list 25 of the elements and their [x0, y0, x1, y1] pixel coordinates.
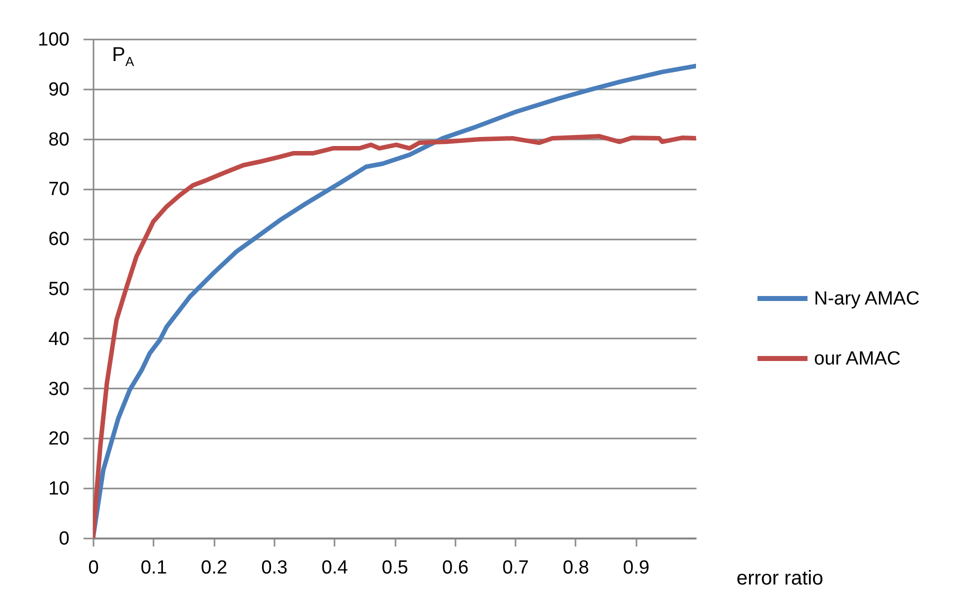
legend-label: our AMAC — [814, 348, 901, 370]
y-tick-label: 90 — [48, 79, 70, 100]
y-tick-label: 100 — [38, 30, 70, 50]
x-tick-label: 0.3 — [261, 558, 288, 578]
y-tick-label: 60 — [48, 229, 70, 250]
x-tick-label: 0.7 — [502, 558, 529, 578]
y-tick-label: 10 — [48, 478, 70, 500]
x-tick-label: 0.9 — [622, 558, 650, 578]
y-tick-label: 30 — [48, 378, 70, 400]
x-tick-label: 0.8 — [562, 558, 590, 578]
x-tick-label: 0 — [88, 558, 99, 578]
x-tick-label: 0.5 — [382, 558, 408, 578]
legend-label: N-ary AMAC — [814, 288, 920, 310]
x-tick-label: 0.1 — [140, 558, 168, 578]
x-tick-label: 0.6 — [442, 558, 469, 578]
x-tick-label: 0.2 — [200, 558, 228, 578]
y-axis-title: P$_{A}$ — [112, 44, 142, 73]
y-tick-label: 50 — [48, 279, 70, 300]
y-tick-label: 40 — [48, 328, 70, 350]
y-tick-label: 70 — [48, 179, 70, 200]
y-tick-label: 20 — [48, 428, 70, 450]
x-axis-title: error ratio — [736, 568, 824, 590]
y-tick-label: 80 — [48, 129, 70, 150]
x-tick-label: 0.4 — [321, 558, 348, 578]
y-tick-label: 0 — [58, 528, 70, 550]
